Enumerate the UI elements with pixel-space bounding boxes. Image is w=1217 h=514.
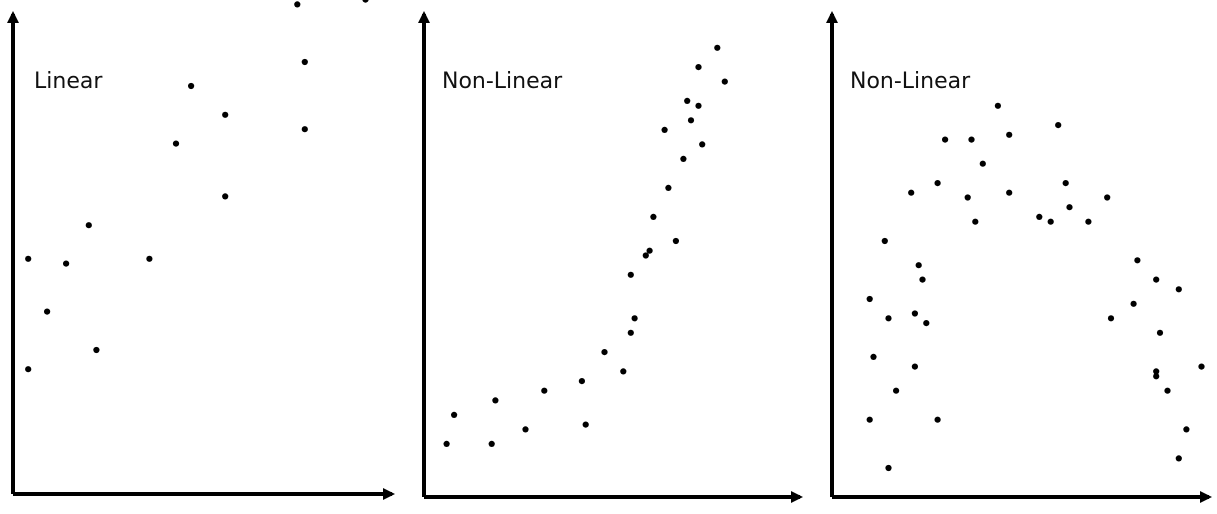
data-point: [919, 276, 926, 283]
data-point: [1156, 329, 1164, 336]
data-point: [1175, 455, 1182, 462]
data-point: [1153, 276, 1160, 283]
data-point: [1036, 213, 1043, 220]
data-point: [1153, 368, 1160, 375]
data-points: [25, 0, 369, 373]
data-point: [451, 411, 458, 418]
data-point: [881, 237, 888, 245]
data-point: [578, 378, 586, 385]
data-point: [492, 397, 499, 404]
data-point: [1085, 218, 1092, 225]
data-point: [44, 308, 51, 315]
data-point: [222, 111, 229, 118]
data-point: [915, 262, 922, 269]
data-point: [908, 189, 915, 196]
data-point: [1066, 204, 1073, 211]
panel-nonlinear-parabolic: Non-Linear: [826, 11, 1212, 503]
data-point: [642, 252, 649, 259]
data-point: [93, 346, 100, 354]
data-point: [85, 222, 92, 229]
data-point: [1175, 286, 1182, 293]
data-point: [942, 136, 949, 143]
data-point: [699, 141, 706, 148]
panel-linear: Linear: [6, 0, 395, 500]
data-point: [1153, 373, 1160, 380]
data-point: [1047, 218, 1054, 225]
data-point: [362, 0, 369, 3]
data-point: [964, 194, 971, 201]
data-point: [923, 320, 930, 327]
chart-title: Non-Linear: [442, 69, 563, 94]
data-point: [631, 315, 638, 322]
data-point: [646, 247, 653, 254]
data-point: [627, 271, 634, 278]
data-point: [1134, 257, 1141, 264]
data-point: [979, 160, 986, 167]
data-point: [1062, 180, 1069, 187]
data-point: [934, 416, 941, 423]
data-point: [680, 155, 687, 162]
data-point: [63, 260, 70, 267]
data-point: [684, 97, 691, 104]
data-point: [972, 218, 979, 225]
data-point: [893, 387, 900, 394]
data-point: [866, 295, 873, 303]
data-point: [1055, 122, 1062, 129]
data-point: [1107, 315, 1115, 322]
data-point: [601, 349, 608, 356]
data-point: [582, 421, 589, 428]
data-point: [627, 329, 634, 336]
data-point: [541, 387, 548, 394]
chart-title: Non-Linear: [850, 69, 971, 94]
data-point: [294, 1, 301, 8]
data-point: [1104, 194, 1111, 201]
data-point: [1130, 300, 1137, 307]
data-point: [443, 440, 450, 447]
data-point: [1006, 131, 1013, 138]
data-point: [1164, 387, 1171, 394]
data-point: [885, 464, 892, 472]
data-point: [687, 117, 695, 124]
data-point: [25, 255, 32, 262]
data-point: [866, 416, 873, 423]
data-points: [443, 44, 728, 447]
data-point: [146, 255, 153, 262]
data-point: [911, 310, 919, 317]
data-point: [695, 102, 702, 109]
data-point: [1198, 363, 1205, 370]
data-point: [721, 78, 728, 85]
data-points: [866, 102, 1205, 472]
data-point: [650, 213, 657, 220]
data-point: [994, 102, 1002, 109]
data-point: [911, 363, 919, 370]
panel-nonlinear-exponential: Non-Linear: [418, 11, 803, 503]
data-point: [665, 184, 672, 191]
data-point: [714, 44, 721, 51]
data-point: [188, 82, 195, 90]
data-point: [885, 315, 892, 322]
data-point: [620, 368, 627, 375]
data-point: [301, 126, 308, 133]
data-point: [488, 440, 495, 447]
data-point: [870, 353, 877, 360]
data-point: [1183, 426, 1190, 433]
data-point: [1006, 189, 1013, 196]
chart-title: Linear: [34, 69, 103, 94]
data-point: [695, 64, 702, 71]
data-point: [672, 237, 680, 245]
data-point: [222, 193, 229, 200]
data-point: [934, 180, 941, 187]
data-point: [661, 126, 668, 133]
data-point: [968, 136, 975, 143]
data-point: [172, 140, 180, 147]
data-point: [522, 426, 529, 433]
data-point: [301, 58, 308, 66]
data-point: [25, 366, 32, 373]
